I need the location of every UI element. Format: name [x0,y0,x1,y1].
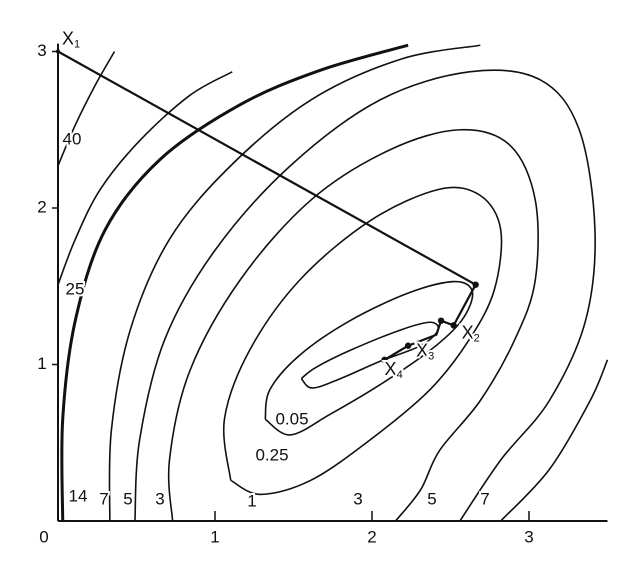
x-tick-label: 0 [39,527,48,546]
point-label-name: X [416,340,428,360]
contour-label: 14 [69,486,88,505]
labeled-point [56,49,60,54]
contour-label: 0.05 [275,409,308,428]
point-label-name: X [462,322,474,342]
point-label: X4 [385,359,403,381]
point-label-sub: 2 [474,332,480,344]
path-point [437,317,445,324]
x-tick-label: 1 [210,527,219,546]
point-label-sub: 1 [74,38,80,50]
contour-line [108,44,609,522]
contour-line [222,186,503,496]
labeled-point [451,323,456,328]
contour-line [60,43,409,522]
x-tick-label: 2 [367,527,376,546]
contour-label: 7 [99,489,108,508]
path-point [472,281,479,288]
contour-line [167,128,539,522]
contour-label: 3 [353,489,362,508]
contour-label: 5 [123,489,132,508]
contour-label: 5 [427,489,436,508]
contour-label: 3 [155,489,164,508]
y-tick-label: 3 [37,41,46,60]
contour-line [134,69,596,522]
contour-label: 1 [247,491,256,510]
x-tick-label: 3 [524,527,533,546]
y-tick-label: 1 [37,354,46,373]
contour-line [57,71,233,285]
point-label-name: X [62,28,74,48]
point-label-name: X [385,359,397,379]
contour-label: 25 [66,279,85,298]
point-label-sub: 3 [428,351,434,363]
contour-line [57,51,116,167]
contour-label: 40 [63,129,82,148]
contour-label: 0.25 [255,445,288,464]
point-label-sub: 4 [397,369,403,381]
labeled-point [382,357,387,362]
labeled-point [406,343,411,348]
contour-label: 7 [480,489,489,508]
point-label: X1 [62,28,80,50]
y-tick-label: 2 [37,197,46,216]
point-label: X2 [462,322,480,344]
point-label: X3 [416,340,434,362]
